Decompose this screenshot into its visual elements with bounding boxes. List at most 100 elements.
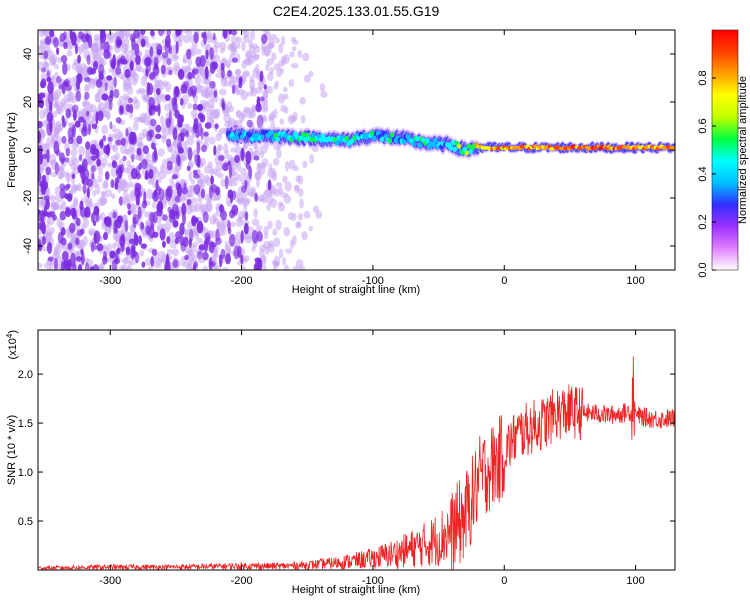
snr-xtick-label: -300 xyxy=(99,575,121,587)
spectrogram-noise-haze xyxy=(189,256,195,265)
spectrogram-noise-blob xyxy=(149,211,155,223)
spectrogram-noise-haze xyxy=(234,146,242,155)
spectrogram-noise-haze xyxy=(273,261,280,268)
spectrogram-noise-blob xyxy=(87,34,93,49)
spectrogram-noise-blob xyxy=(259,70,264,83)
spectrogram-noise-haze xyxy=(85,84,91,91)
spectrogram-noise-haze xyxy=(272,228,278,236)
spectrogram-noise-blob xyxy=(112,211,117,219)
spectrogram-noise-haze xyxy=(104,189,113,198)
spectrogram-noise-haze xyxy=(48,159,57,165)
spectrogram-noise-haze xyxy=(187,103,193,109)
spectrogram-noise-blob xyxy=(87,123,92,136)
colorbar-label: Normalized spectral amplitude xyxy=(737,76,749,224)
spectrogram-noise-haze xyxy=(204,174,210,184)
spectrogram-noise-haze xyxy=(82,235,88,247)
spectrogram-noise-blob xyxy=(156,43,163,56)
spectrogram-noise-haze xyxy=(191,42,198,51)
spectrogram-noise-blob xyxy=(89,266,95,270)
spectrogram-noise-haze xyxy=(132,121,139,132)
spectrogram-signal-core xyxy=(450,140,456,146)
spectrogram-noise-haze xyxy=(278,248,284,259)
spectrogram-noise-haze xyxy=(266,58,274,66)
spectrogram-signal-core xyxy=(383,133,389,140)
spectrogram-noise-blob xyxy=(140,38,146,48)
spectrogram-noise-blob xyxy=(176,153,181,166)
spectrogram-noise-blob xyxy=(56,75,62,84)
spectrogram-noise-haze xyxy=(92,190,97,197)
spectrogram-noise-haze xyxy=(198,182,204,188)
spectrogram-noise-haze xyxy=(114,152,121,161)
spectrogram-noise-blob xyxy=(161,51,169,59)
spectrogram-noise-blob xyxy=(129,60,134,69)
spectrogram-noise-blob xyxy=(90,241,95,253)
spectrogram-noise-haze xyxy=(54,186,61,196)
spectrogram-noise-blob xyxy=(55,47,60,55)
spectrogram-noise-haze xyxy=(119,30,124,41)
spectrogram-noise-blob xyxy=(129,33,136,42)
spectrogram-noise-blob xyxy=(102,255,108,265)
spectrogram-noise-blob xyxy=(160,64,166,75)
spectrogram-noise-haze xyxy=(116,132,123,139)
spectrogram-noise-haze xyxy=(253,53,260,61)
spectrogram-noise-blob xyxy=(140,243,147,249)
spectrogram-noise-blob xyxy=(156,202,163,213)
spectrogram-noise-blob xyxy=(53,37,59,48)
spectrogram-noise-blob xyxy=(49,101,53,113)
spectrogram-noise-blob xyxy=(65,108,71,119)
spectrogram-noise-haze xyxy=(59,171,64,180)
spectrogram-noise-blob xyxy=(115,36,122,49)
spectrogram-signal-core xyxy=(259,134,265,140)
spectrogram-noise-haze xyxy=(283,93,289,100)
spectrogram-noise-blob xyxy=(134,43,140,57)
spectrogram-noise-haze xyxy=(235,109,242,117)
spectrogram-noise-blob xyxy=(175,30,182,36)
spectrogram-noise-blob xyxy=(263,84,267,90)
spectrogram-noise-blob xyxy=(222,30,228,39)
spectrogram-noise-blob xyxy=(81,158,88,172)
spectrogram-noise-blob xyxy=(109,58,115,69)
spectrogram-signal-core xyxy=(415,136,420,142)
spectrogram-noise-blob xyxy=(159,228,166,241)
spectrogram-noise-blob xyxy=(66,193,73,202)
spectrogram-noise-haze xyxy=(262,257,267,266)
spectrogram-noise-haze xyxy=(284,160,290,172)
spectrogram-noise-haze xyxy=(46,136,51,146)
spectrogram-noise-blob xyxy=(246,119,253,128)
spectrogram-noise-blob xyxy=(71,124,76,138)
spectrogram-noise-blob xyxy=(40,67,46,73)
spectrogram-noise-blob xyxy=(148,129,154,139)
spectrogram-noise-blob xyxy=(131,243,136,254)
spectrogram-noise-blob xyxy=(165,138,172,148)
spectrogram-noise-haze xyxy=(110,166,118,178)
spectrogram-noise-blob xyxy=(204,122,212,129)
spectrogram-noise-blob xyxy=(81,251,85,266)
spectrogram-noise-haze xyxy=(159,164,165,173)
spectrogram-noise-haze xyxy=(138,132,146,140)
spectrogram-noise-blob xyxy=(67,242,73,250)
spectrogram-noise-haze xyxy=(242,172,250,180)
spectrogram-noise-blob xyxy=(134,251,140,264)
spectrogram-signal-core xyxy=(310,132,316,138)
spectrogram-noise-blob xyxy=(75,237,80,246)
spectrogram-noise-haze xyxy=(252,242,258,249)
spectrogram-noise-blob xyxy=(149,118,157,127)
spectrogram-noise-blob xyxy=(220,248,226,259)
snr-marks xyxy=(38,356,675,570)
spectrogram-noise-blob xyxy=(92,60,99,71)
spectrogram-noise-haze xyxy=(243,106,251,113)
spectrogram-noise-blob xyxy=(72,207,76,219)
spectrogram-noise-blob xyxy=(201,144,208,153)
spectrogram-noise-haze xyxy=(132,73,140,83)
spectrogram-noise-blob xyxy=(86,54,91,66)
spectrogram-noise-blob xyxy=(65,147,71,157)
spectrogram-noise-blob xyxy=(214,123,219,130)
spectrogram-ytick-label: 20 xyxy=(22,96,34,108)
spectrogram-noise-haze xyxy=(70,235,77,241)
spectrogram-noise-haze xyxy=(54,248,60,255)
spectrogram-noise-blob xyxy=(38,238,42,247)
spectrogram-noise-blob xyxy=(201,251,209,261)
spectrogram-noise-blob xyxy=(166,236,171,245)
spectrogram-noise-blob xyxy=(93,205,100,216)
spectrogram-noise-haze xyxy=(127,146,134,153)
